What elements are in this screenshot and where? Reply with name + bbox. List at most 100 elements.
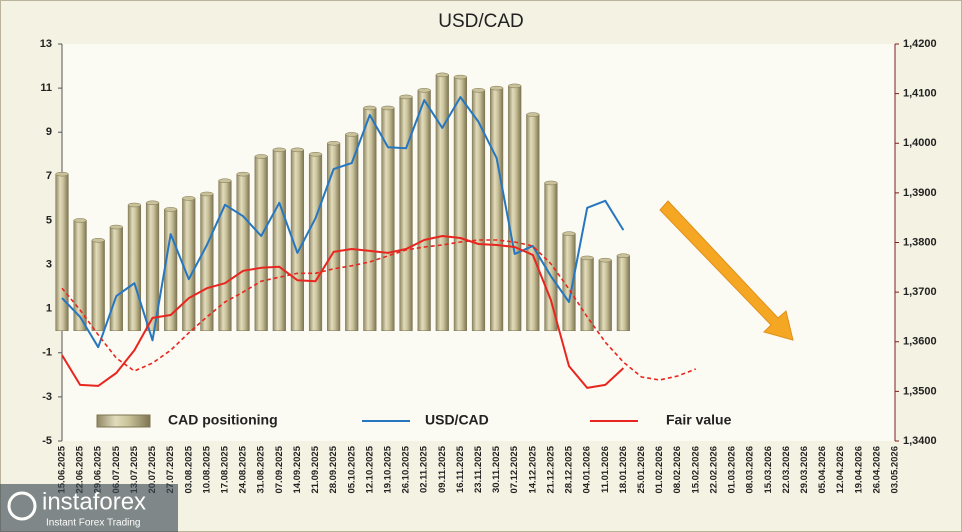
x-tick-label: 09.11.2025: [437, 445, 448, 493]
x-tick-label: 16.11.2025: [455, 445, 466, 493]
marks: -5-3-11357911131,34001,35001,36001,37001…: [40, 38, 937, 494]
x-tick-label: 08.02.2026: [672, 446, 683, 494]
bar: [218, 180, 232, 331]
x-tick-label: 08.03.2026: [745, 446, 756, 494]
bar-cap: [254, 154, 268, 159]
trend-arrow: [659, 200, 794, 341]
x-tick-label: 24.08.2025: [238, 445, 249, 493]
x-tick-label: 15.06.2025: [57, 445, 68, 493]
y2-tick-label: 1,4100: [903, 88, 937, 100]
bar: [363, 107, 377, 331]
bar-cap: [127, 202, 142, 208]
bar-cap: [73, 218, 87, 223]
x-tick-label: 10.08.2025: [201, 445, 212, 493]
bar-cap: [526, 112, 540, 117]
x-tick-label: 15.03.2026: [763, 446, 774, 494]
y-tick-label: -1: [42, 347, 52, 359]
x-tick-label: 04.01.2026: [582, 446, 593, 494]
y2-tick-label: 1,4000: [903, 137, 937, 149]
bar-cap: [453, 74, 467, 80]
x-tick-label: 22.02.2026: [708, 446, 719, 494]
bar-cap: [381, 105, 395, 111]
y-tick-label: 5: [46, 214, 52, 226]
bar: [55, 173, 69, 331]
x-tick-label: 03.05.2026: [890, 446, 901, 494]
bar: [236, 173, 250, 331]
bar: [127, 204, 142, 331]
x-tick-label: 01.02.2026: [654, 446, 665, 494]
bar: [109, 226, 123, 331]
bar-cap: [417, 88, 431, 93]
x-tick-label: 31.08.2025: [256, 445, 267, 493]
x-tick-label: 12.04.2026: [835, 446, 846, 494]
bar-cap: [218, 178, 232, 183]
bar-cap: [598, 257, 612, 263]
bar-cap: [164, 207, 178, 212]
bar: [598, 259, 612, 331]
x-tick-label: 11.01.2026: [600, 446, 611, 493]
bar: [417, 90, 431, 331]
x-tick-label: 07.09.2025: [274, 445, 285, 493]
watermark: instaforex Instant Forex Trading: [0, 484, 178, 532]
bar: [73, 220, 87, 331]
y2-tick-label: 1,3500: [903, 385, 937, 397]
x-tick-label: 14.12.2025: [527, 445, 538, 493]
x-tick-label: 30.11.2025: [491, 445, 502, 493]
bar-cap: [272, 147, 286, 153]
bar-cap: [471, 88, 486, 93]
bar-cap: [145, 200, 160, 206]
y-tick-label: 9: [46, 126, 52, 138]
bar: [453, 76, 467, 331]
x-tick-label: 19.10.2025: [382, 445, 393, 493]
bar: [490, 87, 504, 331]
bar: [200, 193, 214, 331]
y-tick-label: -5: [42, 435, 52, 447]
bar-cap: [580, 255, 594, 261]
bar: [182, 198, 196, 331]
bar: [272, 149, 286, 331]
watermark-bg: [0, 484, 178, 532]
y-tick-label: 1: [46, 303, 52, 315]
y-tick-label: 7: [46, 170, 52, 182]
legend-label: Fair value: [666, 412, 732, 428]
bar-cap: [544, 180, 558, 186]
line: [61, 96, 625, 349]
x-tick-label: 28.12.2025: [564, 445, 575, 493]
bar: [254, 156, 268, 331]
x-tick-label: 19.04.2026: [853, 446, 864, 494]
x-tick-label: 27.07.2025: [165, 445, 176, 493]
bar: [616, 255, 630, 331]
bar-cap: [399, 94, 413, 100]
bar-cap: [435, 72, 449, 78]
watermark-logo: [7, 491, 37, 521]
legend-label: USD/CAD: [425, 412, 489, 428]
x-tick-label: 22.03.2026: [781, 446, 792, 494]
bar: [544, 182, 558, 331]
bar: [435, 74, 449, 331]
y-tick-label: 13: [40, 38, 52, 50]
legend-swatch: [96, 414, 151, 428]
y2-tick-label: 1,4200: [903, 38, 937, 50]
x-tick-label: 03.08.2025: [183, 445, 194, 493]
x-tick-label: 05.04.2026: [817, 446, 828, 494]
bar-cap: [508, 83, 522, 89]
chart-title: USD/CAD: [438, 11, 524, 32]
bar: [580, 257, 594, 331]
watermark-tagline: Instant Forex Trading: [46, 518, 141, 529]
y2-tick-label: 1,3400: [903, 435, 937, 447]
x-tick-label: 25.01.2026: [636, 446, 647, 494]
x-tick-label: 29.03.2026: [799, 446, 810, 494]
bar: [508, 85, 522, 331]
x-tick-label: 26.04.2026: [871, 446, 882, 494]
bar: [399, 96, 413, 331]
x-tick-label: 05.10.2025: [346, 445, 357, 493]
bar-cap: [200, 191, 214, 197]
x-tick-label: 13.07.2025: [129, 445, 140, 493]
x-tick-label: 29.06.2025: [93, 445, 104, 493]
line: [61, 239, 697, 381]
y-tick-label: 11: [40, 82, 52, 94]
bar: [308, 154, 323, 331]
bar: [471, 90, 486, 331]
line: [61, 235, 625, 389]
legend-label: CAD positioning: [168, 412, 278, 428]
